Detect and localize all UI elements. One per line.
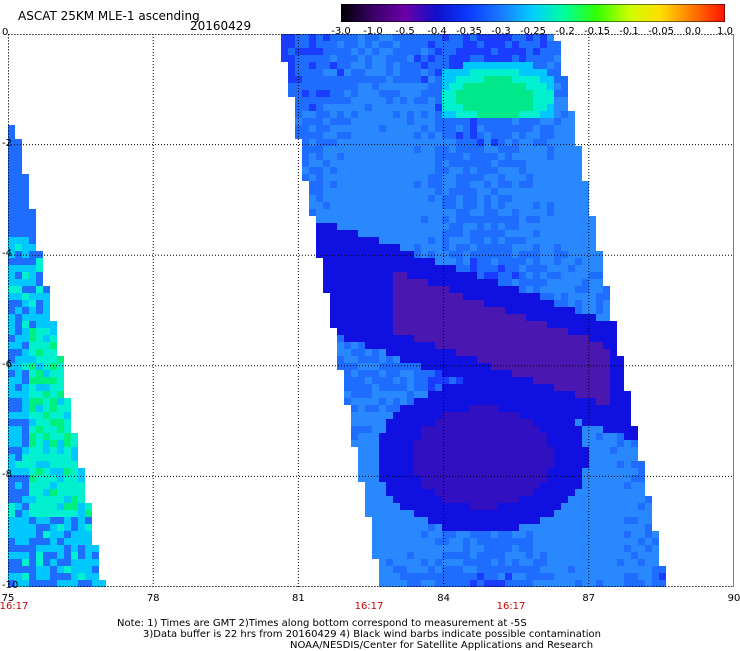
map-frame (8, 34, 734, 587)
map-title: ASCAT 25KM MLE-1 ascending (18, 9, 200, 23)
swath-map (8, 34, 734, 587)
footnote-line-2: 3)Data buffer is 22 hrs from 20160429 4)… (143, 629, 601, 640)
x-tick-label: 84 (437, 593, 450, 604)
colorbar-label: -0.25 (520, 26, 546, 37)
map-date: 20160429 (190, 19, 252, 33)
time-label-3: 16:17 (496, 601, 526, 612)
footnote-line-3: NOAA/NESDIS/Center for Satellite Applica… (290, 640, 594, 651)
colorbar-label: -0.1 (619, 26, 639, 37)
colorbar-label: -0.35 (456, 26, 482, 37)
colorbar-label: -0.05 (648, 26, 674, 37)
y-tick-label: -8 (2, 469, 12, 481)
colorbar-gradient (341, 4, 725, 22)
x-tick-label: 75 (1, 593, 15, 604)
colorbar-label: -0.3 (491, 26, 511, 37)
y-tick-label: 0 (2, 27, 9, 38)
y-tick-label: -6 (2, 358, 12, 370)
time-label-2: 16:17 (354, 601, 384, 612)
colorbar (341, 4, 725, 22)
colorbar-label: -0.4 (427, 26, 447, 37)
x-tick-label: 81 (292, 593, 305, 604)
colorbar-label: -3.0 (331, 26, 351, 37)
swath-cells (8, 34, 666, 587)
y-tick-label: -2 (2, 137, 12, 149)
colorbar-label: -0.5 (395, 26, 415, 37)
x-tick-label: 87 (582, 593, 596, 604)
footnote-line-1: Note: 1) Times are GMT 2)Times along bot… (117, 618, 527, 629)
x-tick-label: 78 (146, 593, 160, 604)
colorbar-label: -0.15 (584, 26, 610, 37)
colorbar-label: 0.0 (685, 26, 701, 37)
colorbar-label: -1.0 (363, 26, 383, 37)
map-grid (8, 34, 734, 587)
y-tick-label: -10 (2, 580, 19, 591)
colorbar-label: 1.0 (717, 26, 733, 37)
x-tick-label: 90 (727, 593, 740, 604)
colorbar-label: -0.2 (555, 26, 575, 37)
y-tick-label: -4 (2, 248, 12, 260)
time-label-1: 16:17 (0, 601, 29, 612)
